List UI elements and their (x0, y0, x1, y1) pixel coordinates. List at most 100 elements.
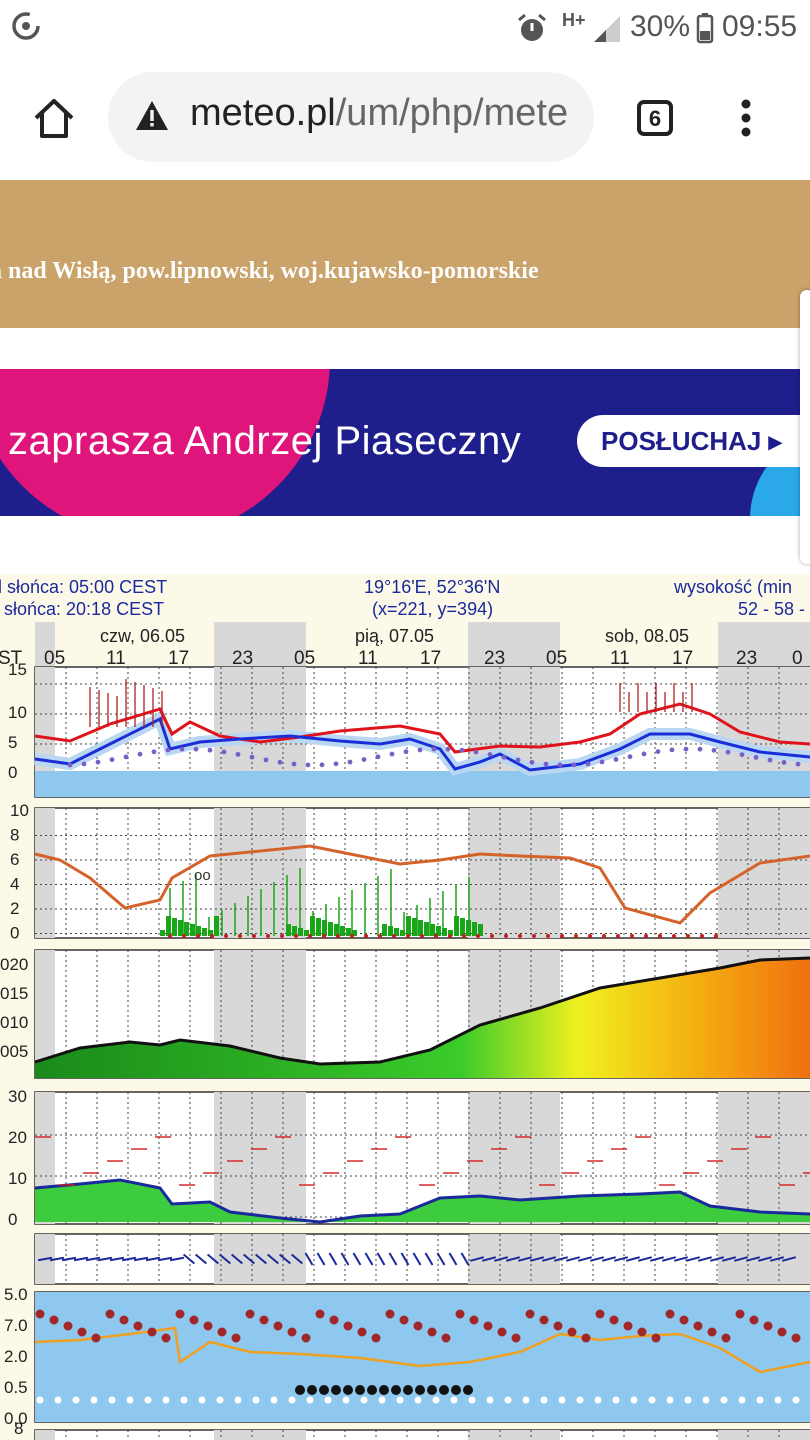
home-icon[interactable] (32, 96, 76, 140)
wind-arrow (625, 1256, 641, 1262)
wind-tick: 30 (8, 1087, 27, 1106)
ground-temp-dot (585, 761, 591, 767)
hour-label: 11 (358, 648, 378, 669)
ground-temp-dot (207, 747, 213, 753)
precip-tick: 4 (10, 875, 19, 894)
precip-bar (352, 930, 357, 936)
humidity-dot (287, 1327, 297, 1337)
wind-arrow (109, 1256, 125, 1262)
hour-label: 05 (546, 648, 567, 669)
precip-bar (172, 918, 177, 936)
location-header: a nad Wisłą, pow.lipnowski, woj.kujawsko… (0, 180, 810, 328)
ground-temp-dot (263, 757, 269, 763)
precip-prob-dot (602, 934, 606, 938)
ground-temp-dot (305, 762, 311, 768)
humidity-dot (553, 1321, 563, 1331)
wind-arrow (340, 1252, 350, 1266)
wind-arrow (254, 1253, 268, 1265)
low-cloud-dot (288, 1396, 296, 1404)
precip-prob-dot (686, 934, 690, 938)
humidity-dot (35, 1309, 45, 1319)
tab-switcher-button[interactable]: 6 (637, 100, 673, 136)
meteogram: l słońca: 05:00 CEST słońca: 20:18 CEST … (0, 574, 810, 1440)
low-cloud-dot (756, 1396, 764, 1404)
ground-temp-dot (67, 762, 73, 768)
precip-tick: 8 (10, 826, 19, 845)
precip-bar (196, 926, 201, 936)
ground-temp-dot (459, 747, 465, 753)
precip-bar (400, 930, 405, 936)
hour-label: 23 (736, 648, 757, 669)
night-shade (718, 1092, 810, 1224)
ad-listen-button[interactable]: POSŁUCHAJ ▸ (577, 415, 810, 467)
altitude-values: 52 - 58 - (738, 599, 806, 619)
wind-arrow (769, 1256, 785, 1262)
warning-icon[interactable] (134, 98, 170, 134)
wind-arrow (182, 1253, 196, 1265)
precip-prob-dot (280, 934, 284, 938)
ground-temp-dot (753, 755, 759, 760)
humidity-dot (301, 1333, 311, 1343)
battery-icon (696, 13, 714, 44)
humidity-dot (63, 1321, 73, 1331)
ground-temp-dot (403, 749, 409, 755)
wind-arrow (589, 1256, 605, 1262)
ad-text: zaprasza Andrzej Piaseczny (8, 419, 522, 463)
wind-arrow (481, 1256, 497, 1262)
ground-temp-dot (221, 749, 227, 755)
precip-bar (304, 930, 309, 936)
address-bar[interactable]: meteo.pl/um/php/mete (108, 72, 594, 162)
humidity-dot (371, 1333, 381, 1343)
scroll-handle[interactable] (800, 290, 810, 564)
hour-label: 17 (672, 648, 693, 669)
wind-arrow (266, 1253, 280, 1265)
night-shade (718, 1430, 810, 1440)
pressure-line (34, 956, 810, 1066)
wind-arrow (388, 1252, 398, 1266)
wind-arrow (577, 1256, 593, 1262)
precip-prob-dot (658, 934, 662, 938)
ground-temp-dot (361, 757, 367, 762)
more-options-icon[interactable] (738, 98, 754, 138)
precip-prob-dot (224, 934, 228, 938)
night-shade-header (35, 622, 55, 666)
low-cloud-dot (486, 1396, 494, 1404)
precip-bar (178, 920, 183, 936)
precip-bar (394, 928, 399, 936)
precip-bar (472, 922, 477, 936)
ground-temp-dot (193, 746, 199, 752)
low-cloud-dot (720, 1396, 728, 1404)
fog-dot (415, 1385, 425, 1395)
low-cloud-dot (450, 1396, 458, 1404)
ground-temp-dot (739, 752, 745, 758)
precip-bar (166, 916, 171, 936)
ground-temp-dot (291, 761, 297, 767)
low-cloud-dot (234, 1396, 242, 1404)
humidity-dot (91, 1333, 101, 1343)
wind-arrow (290, 1253, 304, 1265)
precip-prob-dot (308, 934, 312, 938)
wind-arrow (157, 1256, 173, 1262)
humidity-dot (609, 1315, 619, 1325)
humidity-dot (161, 1333, 171, 1343)
night-shade-header (718, 622, 810, 666)
precip-bar (418, 920, 423, 936)
hour-label: 17 (168, 648, 189, 669)
dewpoint-line (34, 716, 810, 772)
wind-arrow (757, 1256, 773, 1262)
visibility-bg (35, 1292, 810, 1422)
wind-arrow (61, 1256, 77, 1262)
low-cloud-dot (468, 1396, 476, 1404)
wind-arrow (436, 1252, 446, 1266)
precip-prob-dot (462, 934, 466, 938)
precip-prob-dot (196, 934, 200, 938)
low-cloud-dot (702, 1396, 710, 1404)
wind-arrow (73, 1256, 89, 1262)
visibility-tick: 2.0 (4, 1347, 28, 1366)
ad-banner[interactable]: zaprasza Andrzej Piaseczny POSŁUCHAJ ▸ (0, 369, 810, 516)
precip-bar (190, 924, 195, 936)
wind-arrow (169, 1256, 185, 1262)
night-shade (214, 1430, 306, 1440)
precip-prob-dot (168, 934, 172, 938)
hour-label: 23 (232, 648, 253, 669)
